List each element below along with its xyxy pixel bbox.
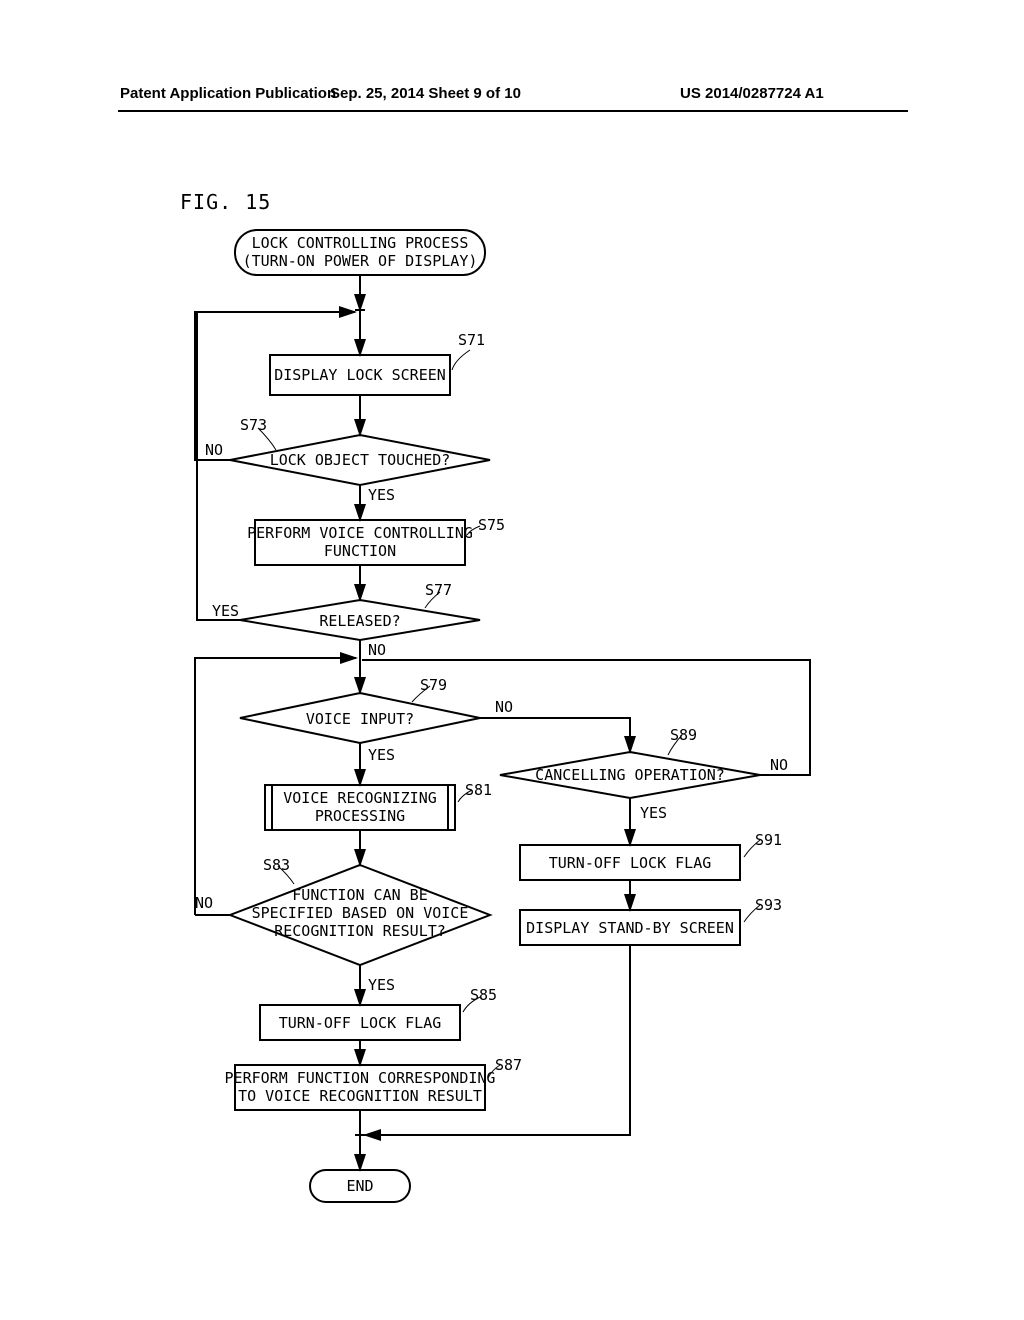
svg-text:(TURN-ON POWER OF DISPLAY): (TURN-ON POWER OF DISPLAY) — [243, 252, 478, 270]
node-s77: RELEASED? — [240, 600, 480, 640]
s85-text: TURN-OFF LOCK FLAG — [279, 1014, 442, 1032]
end-text: END — [346, 1177, 373, 1195]
s75-label: S75 — [478, 516, 505, 534]
svg-text:VOICE RECOGNIZING: VOICE RECOGNIZING — [283, 789, 437, 807]
s79-yes: YES — [368, 746, 395, 764]
svg-text:FUNCTION: FUNCTION — [324, 542, 396, 560]
s83-no: NO — [195, 894, 213, 912]
svg-text:LOCK CONTROLLING PROCESS: LOCK CONTROLLING PROCESS — [252, 234, 469, 252]
s79-no: NO — [495, 698, 513, 716]
s91-label: S91 — [755, 831, 782, 849]
s77-no: NO — [368, 641, 386, 659]
node-s81: VOICE RECOGNIZING PROCESSING — [265, 785, 455, 830]
flowchart-svg: LOCK CONTROLLING PROCESS (TURN-ON POWER … — [0, 0, 1024, 1320]
s87-label: S87 — [495, 1056, 522, 1074]
s91-text: TURN-OFF LOCK FLAG — [549, 854, 712, 872]
svg-text:RECOGNITION RESULT?: RECOGNITION RESULT? — [274, 922, 446, 940]
page: Patent Application Publication Sep. 25, … — [0, 0, 1024, 1320]
svg-text:PROCESSING: PROCESSING — [315, 807, 405, 825]
node-s83: FUNCTION CAN BE SPECIFIED BASED ON VOICE… — [230, 865, 490, 965]
svg-text:SPECIFIED BASED ON VOICE: SPECIFIED BASED ON VOICE — [252, 904, 469, 922]
node-s93: DISPLAY STAND-BY SCREEN — [520, 910, 740, 945]
node-s91: TURN-OFF LOCK FLAG — [520, 845, 740, 880]
s73-label: S73 — [240, 416, 267, 434]
edge-s73-no — [195, 312, 355, 460]
node-s87: PERFORM FUNCTION CORRESPONDING TO VOICE … — [225, 1065, 496, 1110]
s71-label: S71 — [458, 331, 485, 349]
s83-yes: YES — [368, 976, 395, 994]
s89-text: CANCELLING OPERATION? — [535, 766, 725, 784]
s73-no: NO — [205, 441, 223, 459]
s93-label: S93 — [755, 896, 782, 914]
edge-s79-s89 — [480, 718, 630, 752]
s77-yes: YES — [212, 602, 239, 620]
s77-label: S77 — [425, 581, 452, 599]
node-end: END — [310, 1170, 410, 1202]
node-start: LOCK CONTROLLING PROCESS (TURN-ON POWER … — [235, 230, 485, 275]
s79-text: VOICE INPUT? — [306, 710, 414, 728]
s89-no: NO — [770, 756, 788, 774]
s83-label: S83 — [263, 856, 290, 874]
edge-s77-yes — [197, 312, 240, 620]
node-s71: DISPLAY LOCK SCREEN — [270, 355, 450, 395]
node-s79: VOICE INPUT? — [240, 693, 480, 743]
node-s75: PERFORM VOICE CONTROLLING FUNCTION — [247, 520, 473, 565]
s81-label: S81 — [465, 781, 492, 799]
node-s85: TURN-OFF LOCK FLAG — [260, 1005, 460, 1040]
s89-yes: YES — [640, 804, 667, 822]
node-s73: LOCK OBJECT TOUCHED? — [230, 435, 490, 485]
svg-text:TO VOICE RECOGNITION RESULT: TO VOICE RECOGNITION RESULT — [238, 1087, 482, 1105]
s93-text: DISPLAY STAND-BY SCREEN — [526, 919, 734, 937]
node-s89: CANCELLING OPERATION? — [500, 752, 760, 798]
s89-label: S89 — [670, 726, 697, 744]
s73-text: LOCK OBJECT TOUCHED? — [270, 451, 451, 469]
s71-text: DISPLAY LOCK SCREEN — [274, 366, 446, 384]
s79-label: S79 — [420, 676, 447, 694]
s71-callout — [452, 350, 470, 370]
svg-text:FUNCTION CAN BE: FUNCTION CAN BE — [292, 886, 427, 904]
s73-yes: YES — [368, 486, 395, 504]
svg-text:PERFORM VOICE CONTROLLING: PERFORM VOICE CONTROLLING — [247, 524, 473, 542]
svg-text:PERFORM FUNCTION CORRESPONDING: PERFORM FUNCTION CORRESPONDING — [225, 1069, 496, 1087]
s77-text: RELEASED? — [319, 612, 400, 630]
s85-label: S85 — [470, 986, 497, 1004]
